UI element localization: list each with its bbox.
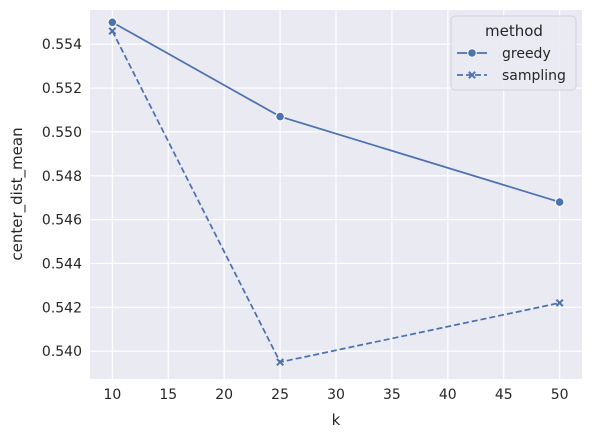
data-point-greedy: [554, 197, 565, 207]
y-tick-label: 0.548: [42, 169, 82, 185]
x-tick-label: 45: [495, 387, 513, 403]
x-tick-label: 20: [215, 387, 233, 403]
y-tick-label: 0.546: [42, 213, 82, 229]
x-tick-label: 40: [439, 387, 457, 403]
y-tick-label: 0.542: [42, 300, 82, 316]
y-tick-label: 0.550: [42, 125, 82, 141]
y-tick-label: 0.544: [42, 256, 82, 272]
x-axis-label: k: [332, 411, 341, 429]
legend-sampling-marker: [468, 71, 476, 79]
y-tick-label: 0.552: [42, 81, 82, 97]
data-point-greedy: [275, 111, 285, 122]
legend-label-sampling: sampling: [502, 68, 566, 84]
y-tick-labels: 0.540 0.542 0.544 0.546 0.548 0.550 0.552 0.554: [42, 37, 82, 360]
legend: method greedy sampling: [450, 15, 577, 91]
data-point-sampling: [108, 27, 117, 35]
legend-box: [450, 15, 577, 91]
x-tick-label: 30: [327, 387, 345, 403]
legend-greedy-marker: [467, 48, 477, 58]
data-point-sampling: [555, 299, 564, 307]
x-tick-label: 25: [271, 387, 289, 403]
y-tick-label: 0.540: [42, 344, 82, 360]
legend-label-greedy: greedy: [502, 46, 551, 62]
data-point-greedy: [107, 17, 118, 28]
y-tick-label: 0.554: [42, 37, 82, 53]
y-axis-label: center_dist_mean: [8, 127, 27, 260]
legend-x-marker: [468, 71, 476, 79]
x-tick-label: 35: [383, 387, 401, 403]
data-point-sampling: [276, 358, 284, 367]
legend-title: method: [485, 22, 543, 40]
series-lines: [107, 17, 565, 367]
x-tick-label: 50: [551, 387, 569, 403]
x-tick-labels: 10 15 20 25 30 35 40 45 50: [103, 387, 568, 403]
x-tick-label: 15: [159, 387, 177, 403]
x-tick-label: 10: [103, 387, 121, 403]
